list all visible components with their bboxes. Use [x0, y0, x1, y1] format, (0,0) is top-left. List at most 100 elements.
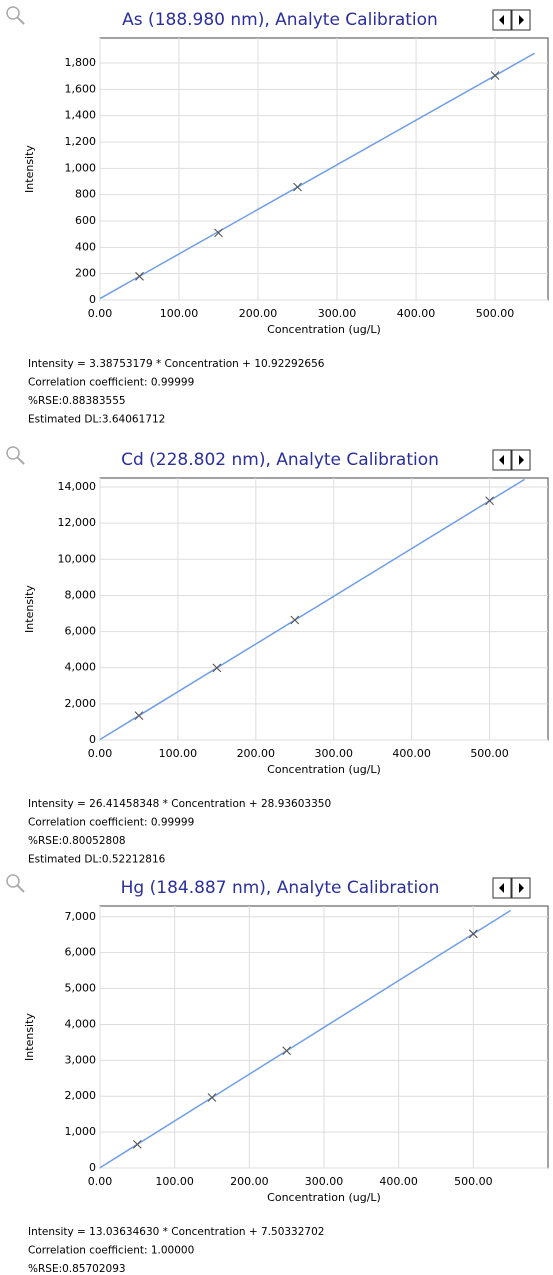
prev-button-arrow: [499, 455, 504, 465]
x-tick-label: 100.00: [160, 307, 199, 320]
x-tick-label: 400.00: [397, 307, 436, 320]
calibration-stat: Intensity = 13.03634630 * Concentration …: [28, 1226, 324, 1238]
chart-title: Hg (184.887 nm), Analyte Calibration: [121, 878, 440, 898]
y-tick-label: 1,800: [65, 56, 97, 69]
x-tick-label: 100.00: [159, 747, 198, 760]
chart-panel: Cd (228.802 nm), Analyte Calibration 0 2,0…: [6, 446, 549, 866]
next-button[interactable]: [511, 9, 531, 31]
y-tick-label: 1,200: [65, 135, 97, 148]
calibration-point: [490, 71, 500, 80]
y-tick-label: 0: [89, 1161, 96, 1174]
calibration-stat: Correlation coefficient: 1.00000: [28, 1245, 194, 1257]
y-tick-label: 6,000: [65, 625, 97, 638]
zoom-icon-handle: [16, 456, 25, 465]
x-axis-label: Concentration (ug/L): [267, 323, 381, 336]
prev-button[interactable]: [492, 449, 512, 471]
calibration-stat: Estimated DL:3.64061712: [28, 414, 165, 426]
zoom-icon-lens: [6, 446, 20, 460]
next-button-arrow: [519, 455, 524, 465]
prev-button[interactable]: [492, 9, 512, 31]
chart-title: Cd (228.802 nm), Analyte Calibration: [121, 450, 439, 470]
calibration-point: [282, 1046, 292, 1056]
calibration-point: [135, 271, 144, 281]
x-tick-label: 300.00: [305, 1175, 344, 1188]
prev-button-arrow: [499, 883, 504, 893]
y-tick-label: 0: [89, 733, 96, 746]
calibration-stat: Correlation coefficient: 0.99999: [28, 377, 194, 389]
y-tick-label: 3,000: [65, 1053, 97, 1066]
x-tick-label: 200.00: [237, 747, 276, 760]
y-tick-label: 0: [89, 293, 96, 306]
calibration-point: [212, 663, 222, 673]
calibration-point: [207, 1093, 217, 1102]
x-tick-label: 0.00: [88, 307, 113, 320]
x-tick-label: 500.00: [476, 307, 515, 320]
x-tick-label: 400.00: [392, 747, 431, 760]
calibration-point: [485, 496, 494, 506]
zoom-icon[interactable]: [6, 6, 25, 25]
calibration-point: [468, 929, 478, 939]
x-tick-label: 300.00: [314, 747, 353, 760]
chart-panel: Hg (184.887 nm), Analyte Calibration 0 1,0…: [6, 874, 549, 1275]
y-tick-label: 8,000: [65, 588, 97, 601]
fit-line: [99, 52, 535, 300]
plot-area: [99, 477, 549, 741]
y-tick-label: 1,400: [65, 109, 97, 122]
y-tick-label: 600: [75, 214, 96, 227]
calibration-point: [214, 228, 223, 238]
y-axis-label: Intensity: [23, 145, 36, 193]
chart-panel: As (188.980 nm), Analyte Calibration 0 200…: [6, 6, 549, 426]
y-tick-label: 4,000: [65, 1017, 97, 1030]
next-button[interactable]: [511, 449, 531, 471]
y-tick-label: 800: [75, 188, 96, 201]
y-tick-label: 400: [75, 240, 96, 253]
x-tick-label: 300.00: [318, 307, 357, 320]
x-axis-label: Concentration (ug/L): [267, 1191, 381, 1204]
calibration-point: [293, 182, 302, 192]
y-axis-label: Intensity: [23, 1013, 36, 1061]
y-tick-label: 1,600: [65, 82, 97, 95]
y-tick-label: 1,000: [65, 161, 97, 174]
next-button-arrow: [519, 15, 524, 25]
x-tick-label: 200.00: [230, 1175, 269, 1188]
zoom-icon[interactable]: [6, 874, 25, 893]
x-tick-label: 200.00: [239, 307, 278, 320]
x-tick-label: 0.00: [88, 1175, 113, 1188]
y-tick-label: 10,000: [58, 552, 97, 565]
calibration-stat: Estimated DL:0.52212816: [28, 854, 166, 866]
zoom-icon-handle: [16, 884, 25, 893]
y-tick-label: 2,000: [65, 697, 97, 710]
prev-button[interactable]: [492, 877, 512, 899]
calibration-stat: Correlation coefficient: 0.99999: [28, 817, 194, 829]
zoom-icon-handle: [16, 16, 25, 25]
calibration-stat: Intensity = 26.41458348 * Concentration …: [28, 798, 331, 810]
y-tick-label: 6,000: [65, 946, 97, 959]
y-tick-label: 4,000: [65, 661, 97, 674]
calibration-point: [134, 711, 144, 720]
calibration-point: [290, 615, 300, 625]
y-tick-label: 7,000: [65, 910, 97, 923]
y-tick-label: 1,000: [65, 1125, 97, 1138]
chart-title: As (188.980 nm), Analyte Calibration: [122, 10, 438, 30]
next-button-arrow: [519, 883, 524, 893]
zoom-icon[interactable]: [6, 446, 25, 465]
x-tick-label: 0.00: [88, 747, 113, 760]
x-tick-label: 100.00: [155, 1175, 194, 1188]
y-tick-label: 200: [75, 267, 96, 280]
x-axis-label: Concentration (ug/L): [267, 763, 381, 776]
y-tick-label: 12,000: [58, 516, 97, 529]
calibration-point: [132, 1139, 142, 1149]
zoom-icon-lens: [6, 6, 20, 20]
x-tick-label: 500.00: [470, 747, 509, 760]
fit-line: [99, 478, 526, 741]
calibration-stat: %RSE:0.85702093: [28, 1263, 126, 1275]
x-tick-label: 500.00: [454, 1175, 493, 1188]
zoom-icon-lens: [6, 874, 20, 888]
x-tick-label: 400.00: [379, 1175, 418, 1188]
calibration-stat: %RSE:0.88383555: [28, 395, 126, 407]
y-axis-label: Intensity: [23, 585, 36, 633]
calibration-stat: %RSE:0.80052808: [28, 835, 126, 847]
next-button[interactable]: [511, 877, 531, 899]
prev-button-arrow: [499, 15, 504, 25]
